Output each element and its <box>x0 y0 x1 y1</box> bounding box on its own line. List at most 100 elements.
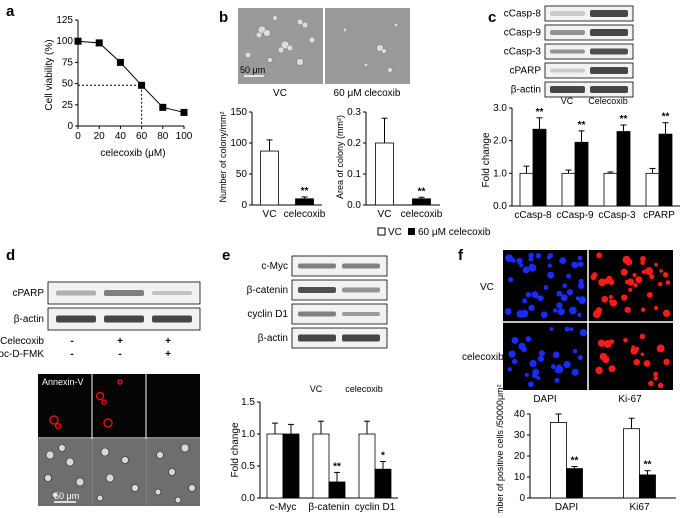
e-lane-vc: VC <box>310 384 323 394</box>
f-cell-dot <box>566 289 574 296</box>
c-blots-strip <box>544 62 634 79</box>
f-cell-dot <box>624 306 631 313</box>
f-cell-dot <box>511 358 518 365</box>
f-cell-dot <box>536 376 541 381</box>
f-cell-dot <box>508 350 516 358</box>
a-ylabel: Cell viability (%) <box>44 39 55 110</box>
legend-cele-swatch <box>408 228 415 235</box>
e-blots-strip <box>291 279 388 301</box>
f-cell-dot <box>550 364 556 370</box>
a-data-point <box>159 103 167 111</box>
b-left-chart: 0 50 100 150 VC ** celecoxib <box>230 107 325 220</box>
c-blots-band <box>590 10 628 17</box>
a-xtick-label: 40 <box>115 131 127 142</box>
f-chart-sig-label: ** <box>644 460 652 471</box>
f-cell-dot <box>577 261 584 268</box>
a-series-line <box>77 40 185 113</box>
b-right-ytick-label: 0.1 <box>347 169 361 180</box>
a-xtick-label: 80 <box>157 131 169 142</box>
annexin-label: Annexin-V <box>42 377 84 387</box>
f-cell-dot <box>640 307 646 312</box>
c-chart-bar <box>561 172 576 207</box>
f-cell-dot <box>520 309 529 318</box>
c-chart-bar <box>616 131 631 207</box>
f-chart-bar <box>639 474 656 499</box>
e-blots-strip <box>291 327 388 349</box>
f-cell-dot <box>628 287 633 292</box>
f-cell-dot <box>639 333 646 340</box>
f-cell-dot <box>665 280 671 285</box>
f-cell-dot <box>656 344 665 353</box>
c-blots: cCasp-8 cCasp-9 cCasp-3 cPARP β-actin <box>504 5 634 98</box>
e-blots-band <box>298 334 336 342</box>
e-blots-band <box>298 287 336 293</box>
f-cell-dot <box>590 273 597 281</box>
f-cell-dot <box>556 290 563 297</box>
d-treatment-label: Celecoxib <box>0 336 44 347</box>
scale-bar-d: 50 μm <box>54 491 79 501</box>
c-blots-strip <box>544 43 634 60</box>
a-plot <box>74 37 188 126</box>
b-left-sig-label: ** <box>301 186 309 197</box>
a-ytick-label: 50 <box>62 79 74 90</box>
a-data-point <box>74 37 82 45</box>
f-cell-dot <box>620 268 628 276</box>
c-blots-strip <box>544 24 634 41</box>
f-cell-dot <box>505 254 513 263</box>
c-chart-sig-label: ** <box>536 107 544 118</box>
c-blots-band <box>550 30 585 35</box>
d-blots-band <box>152 291 192 295</box>
panel-e: e c-Myc β-catenin cyclin D1 β-actin VC cele… <box>222 247 398 513</box>
d-blots: cPARP β-actin <box>13 281 201 331</box>
b-image-label-vc: VC <box>273 88 287 99</box>
f-cell-dot <box>625 258 633 266</box>
f-fluorescent-dots <box>504 252 671 389</box>
c-blots-label: β-actin <box>511 85 541 96</box>
f-cell-dot <box>511 336 519 344</box>
e-blots-band <box>298 263 336 269</box>
f-cell-dot <box>608 365 616 373</box>
a-y-ticks: 0 25 50 75 100 125 <box>56 15 78 132</box>
f-cell-dot <box>640 256 646 262</box>
d-blots-label: β-actin <box>14 314 44 325</box>
legend-vc-label: VC <box>388 227 402 238</box>
a-xtick-label: 100 <box>176 131 193 142</box>
f-cell-dot <box>599 352 608 361</box>
c-chart-ytick-label: 1.0 <box>493 168 507 179</box>
a-xlabel: celecoxib (μM) <box>100 148 165 159</box>
b-right-ylabel: Area of colony (mm²) <box>335 115 345 199</box>
f-cell-dot <box>540 311 548 319</box>
f-cell-dot <box>595 366 603 375</box>
f-cell-dot <box>564 326 570 332</box>
f-cell-dot <box>537 295 544 302</box>
f-cell-dot <box>557 308 565 316</box>
f-cell-dot <box>646 291 653 298</box>
e-blots-label: c-Myc <box>261 261 288 272</box>
panel-d: d cPARP β-actin Celecoxib - + + Boc-D-FMK - - + <box>0 247 201 506</box>
f-cell-dot <box>554 377 560 383</box>
f-cell-dot <box>525 291 532 298</box>
scale-bar-b: 50 μm <box>240 65 265 75</box>
f-cell-dot <box>578 278 584 285</box>
e-chart-bar <box>282 433 300 499</box>
f-cell-dot <box>643 360 651 367</box>
d-treatment-label: Boc-D-FMK <box>0 349 44 360</box>
c-chart-bar <box>532 128 547 207</box>
f-cell-dot <box>521 346 527 353</box>
f-col-ki67: Ki-67 <box>618 394 642 405</box>
f-cell-dot <box>508 277 514 283</box>
f-cell-dot <box>645 267 653 275</box>
c-blots-strip <box>544 5 634 22</box>
e-chart-bar <box>358 433 376 499</box>
f-cell-dot <box>529 359 537 368</box>
f-cell-dot <box>546 255 552 260</box>
f-cell-dot <box>662 309 671 318</box>
f-chart: 0 10 20 30 40 ** DAPI ** Ki67 <box>514 409 676 513</box>
f-cell-dot <box>529 263 535 269</box>
c-blots-label: cCasp-3 <box>504 47 542 58</box>
f-row-celecoxib: celecoxib <box>462 352 504 363</box>
c-chart-category-label: cCasp-3 <box>598 210 636 221</box>
b-left-ytick-label: 150 <box>230 107 247 118</box>
d-treatment-sign: + <box>117 336 123 347</box>
